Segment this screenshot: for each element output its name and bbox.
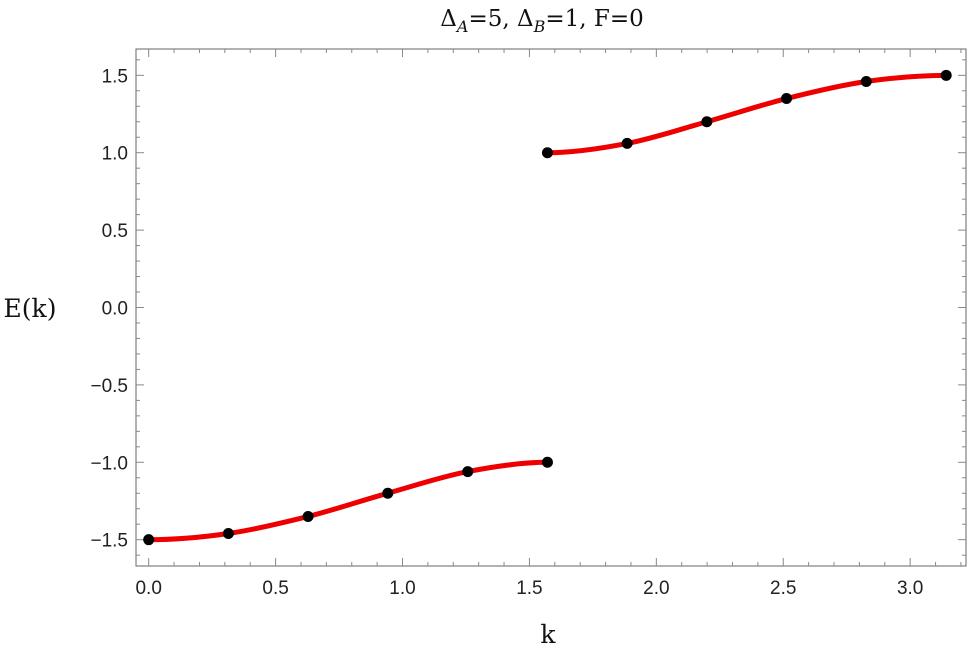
y-axis-label: E(k) [4,294,57,323]
y-tick-label: −1.0 [90,453,128,474]
data-point-lower [222,527,234,539]
x-tick-label: 0.5 [262,578,288,599]
y-tick-label: 0.5 [102,221,128,242]
data-point-upper [781,93,793,105]
x-tick-label: 2.0 [643,578,669,599]
y-tick-label: −0.5 [90,376,128,397]
x-axis-label: k [540,620,556,649]
data-point-lower [382,487,394,499]
x-tick-label: 0.0 [135,578,161,599]
x-tick-label: 3.0 [897,578,923,599]
x-tick-label: 1.0 [389,578,415,599]
data-point-lower [462,466,474,478]
band-curve-lower [146,459,550,543]
data-point-lower [541,456,553,468]
band-curves [146,72,949,543]
title-part-b: =1, F=0 [545,6,643,32]
chart-title: ΔA=5, ΔB=1, F=0 [440,6,644,36]
y-tick-label: 1.0 [102,144,128,165]
title-delta-b: Δ [517,6,534,32]
band-curve-upper [544,72,949,156]
data-point-upper [701,116,713,128]
data-points [143,69,952,546]
data-point-upper [541,147,553,159]
data-point-lower [143,534,155,546]
data-point-upper [940,69,952,81]
y-tick-label: 0.0 [102,299,128,320]
title-delta-a: Δ [440,6,457,32]
plot-frame [135,48,967,567]
y-tick-label: −1.5 [90,531,128,552]
data-point-upper [860,76,872,88]
title-sub-a: A [455,17,469,36]
title-sub-b: B [533,17,546,36]
y-tick-label: 1.5 [102,66,128,87]
x-tick-label: 2.5 [770,578,796,599]
x-tick-label: 1.5 [516,578,542,599]
y-axis-ticks: −1.5 −1.0 −0.5 0.0 0.5 1.0 1.5 [90,59,966,556]
data-point-lower [302,510,314,522]
title-part-a: =5, [468,6,517,32]
x-axis-ticks: 0.0 0.5 1.0 1.5 2.0 2.5 3.0 [135,49,962,599]
data-point-upper [621,137,633,149]
